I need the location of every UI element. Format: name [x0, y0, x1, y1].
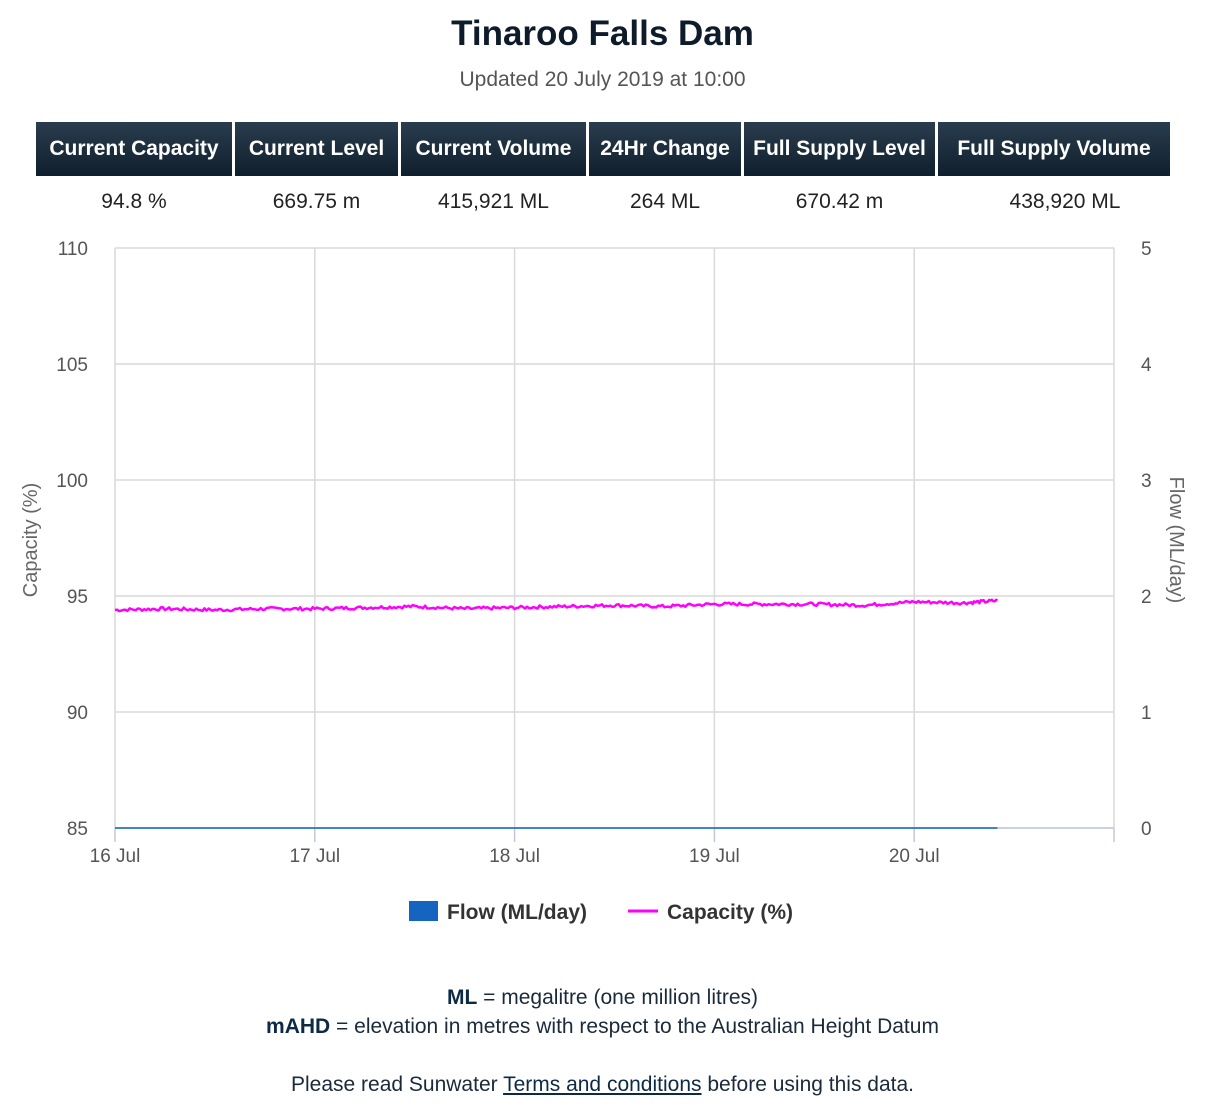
value-current-capacity: 94.8 % — [101, 190, 167, 213]
note-terms: Please read Sunwater Terms and condition… — [0, 1073, 1205, 1097]
y-right-tick-label: 2 — [1141, 587, 1152, 608]
capacity-flow-chart: Capacity (%) Flow (ML/day) 85 0 90 1 95 2 100 3… — [20, 239, 1187, 924]
legend-swatch-flow — [409, 901, 438, 921]
y-left-axis-title: Capacity (%) — [20, 483, 42, 597]
header-full-supply-volume: Full Supply Volume — [938, 122, 1170, 176]
stats-header-row: Current Capacity Current Level Current V… — [36, 122, 1170, 176]
value-24hr-change: 264 ML — [629, 190, 701, 213]
y-right-tick-label: 5 — [1141, 239, 1152, 260]
header-current-capacity: Current Capacity — [36, 122, 232, 176]
y-right-tick-label: 0 — [1141, 819, 1152, 840]
y-left-tick-label: 90 — [67, 703, 88, 724]
x-tick-label: 19 Jul — [689, 846, 740, 867]
value-full-supply-volume: 438,920 ML — [1009, 190, 1121, 213]
x-tick-label: 16 Jul — [90, 846, 141, 867]
y-left-tick-label: 85 — [67, 819, 88, 840]
chart-grid — [114, 247, 1115, 829]
header-current-volume: Current Volume — [401, 122, 586, 176]
terms-and-conditions-link[interactable]: Terms and conditions — [503, 1073, 702, 1096]
page-title: Tinaroo Falls Dam — [451, 14, 754, 53]
updated-timestamp: Updated 20 July 2019 at 10:00 — [459, 68, 746, 91]
value-full-supply-level: 670.42 m — [795, 190, 884, 213]
x-tick-label: 17 Jul — [289, 846, 340, 867]
legend-label-capacity: Capacity (%) — [667, 901, 793, 924]
x-tick-label: 20 Jul — [889, 846, 940, 867]
series-line-capacity — [114, 598, 999, 613]
y-right-tick-label: 4 — [1141, 355, 1152, 376]
legend-label-flow: Flow (ML/day) — [447, 901, 587, 924]
header-full-supply-level: Full Supply Level — [744, 122, 935, 176]
note-mahd: mAHD = elevation in metres with respect … — [0, 1015, 1205, 1039]
stats-table: Current Capacity Current Level Current V… — [36, 122, 1170, 228]
note-ml-text: = megalitre (one million litres) — [477, 986, 758, 1009]
chart-legend[interactable]: Flow (ML/day) Capacity (%) — [409, 901, 793, 924]
note-mahd-abbr: mAHD — [266, 1015, 331, 1038]
note-ml-abbr: ML — [446, 986, 478, 1009]
terms-suffix: before using this data. — [701, 1073, 914, 1096]
y-left-tick-label: 100 — [56, 471, 88, 492]
y-right-tick-label: 1 — [1141, 703, 1152, 724]
stats-value-row: 94.8 % 669.75 m 415,921 ML 264 ML 670.42… — [36, 176, 1170, 228]
y-left-tick-label: 105 — [56, 355, 88, 376]
header-24hr-change: 24Hr Change — [589, 122, 741, 176]
y-left-tick-label: 95 — [67, 587, 88, 608]
y-left-tick-label: 110 — [58, 239, 88, 260]
note-ml: ML = megalitre (one million litres) — [0, 986, 1205, 1010]
value-current-level: 669.75 m — [272, 190, 361, 213]
chart-series — [114, 598, 999, 829]
value-current-volume: 415,921 ML — [438, 190, 549, 213]
y-right-axis-title: Flow (ML/day) — [1165, 477, 1187, 604]
x-tick-label: 18 Jul — [489, 846, 540, 867]
y-right-tick-label: 3 — [1141, 471, 1152, 492]
header-current-level: Current Level — [235, 122, 398, 176]
note-mahd-text: = elevation in metres with respect to th… — [330, 1015, 939, 1038]
terms-prefix: Please read Sunwater — [290, 1073, 504, 1096]
chart-ticks: 85 0 90 1 95 2 100 3 105 4 110 5 16 Jul 17 Jul 18 Jul 1… — [56, 239, 1152, 867]
